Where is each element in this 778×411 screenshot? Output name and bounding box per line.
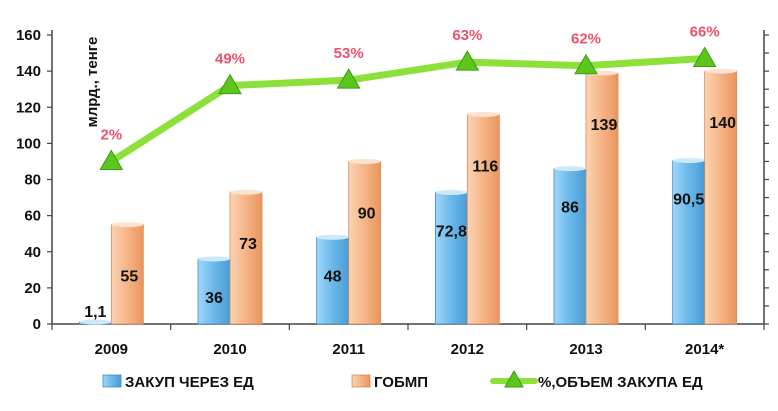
y-tick-label: 100 bbox=[16, 135, 41, 152]
bar-zakup-ed-top bbox=[79, 319, 112, 325]
y-tick-label: 140 bbox=[16, 63, 41, 80]
percent-label: 53% bbox=[334, 45, 364, 62]
bar-gobmp-top bbox=[704, 68, 737, 74]
bar-gobmp bbox=[229, 191, 263, 325]
bar-gobmp-top bbox=[111, 222, 144, 228]
value-label-zakup-ed: 86 bbox=[561, 200, 579, 217]
legend: ЗАКУП ЧЕРЕЗ ЕД ГОБМП %,ОБЪЕМ ЗАКУПА ЕД bbox=[102, 369, 703, 391]
percent-marker bbox=[218, 73, 242, 95]
x-tick-label: 2014* bbox=[685, 341, 724, 358]
bar-zakup-ed-top bbox=[554, 166, 586, 172]
bar-zakup-ed-top bbox=[435, 190, 468, 196]
bar-zakup-ed-top bbox=[198, 256, 230, 262]
value-label-gobmp: 139 bbox=[591, 117, 618, 134]
percent-label: 49% bbox=[215, 51, 245, 68]
bar-gobmp bbox=[704, 70, 738, 325]
percent-line bbox=[99, 46, 717, 170]
value-label-gobmp: 116 bbox=[472, 158, 498, 175]
percent-marker bbox=[336, 68, 361, 89]
value-label-zakup-ed: 90,5 bbox=[673, 192, 704, 209]
value-label-gobmp: 140 bbox=[709, 115, 736, 132]
x-tick-label: 2013 bbox=[569, 341, 602, 358]
legend-swatch-marker bbox=[504, 369, 524, 388]
legend-swatch-gobmp bbox=[351, 374, 371, 388]
y-tick-label: 40 bbox=[24, 244, 41, 261]
bar-gobmp bbox=[466, 114, 500, 325]
value-label-gobmp: 90 bbox=[358, 205, 376, 222]
legend-swatch-zakup-ed bbox=[102, 374, 122, 388]
bar-zakup-ed-top bbox=[316, 234, 349, 240]
x-tick-label: 2010 bbox=[213, 341, 246, 358]
value-label-zakup-ed: 36 bbox=[205, 290, 223, 307]
y-tick-label: 0 bbox=[33, 316, 41, 333]
x-tick-label: 2012 bbox=[451, 341, 484, 358]
percent-marker bbox=[692, 46, 717, 67]
y-tick-label: 60 bbox=[24, 208, 41, 225]
value-label-gobmp: 55 bbox=[120, 269, 138, 286]
legend-label-zakup-ed: ЗАКУП ЧЕРЕЗ ЕД bbox=[125, 374, 254, 391]
y-tick-label: 160 bbox=[16, 27, 41, 44]
bar-zakup-ed bbox=[434, 192, 468, 325]
y-tick-label: 120 bbox=[16, 99, 41, 116]
percent-label: 66% bbox=[690, 23, 720, 40]
y-tick-label: 20 bbox=[24, 280, 41, 297]
bar-gobmp bbox=[110, 224, 144, 325]
percent-marker bbox=[574, 53, 598, 75]
bar-zakup-ed bbox=[316, 236, 350, 325]
value-label-zakup-ed: 48 bbox=[324, 268, 342, 285]
bar-gobmp-top bbox=[348, 158, 381, 164]
percent-marker bbox=[455, 50, 480, 71]
percent-label: 2% bbox=[100, 126, 122, 143]
legend-label-gobmp: ГОБМП bbox=[374, 374, 428, 391]
bar-gobmp bbox=[585, 72, 619, 325]
bar-zakup-ed-top bbox=[672, 158, 705, 164]
axes: 0 20 40 60 80 100 120 140 160 2009 2010 2011 2012 201… bbox=[16, 27, 769, 358]
percent-label: 62% bbox=[571, 31, 601, 48]
bar-zakup-ed bbox=[672, 160, 706, 325]
y-axis-label: млрд., тенге bbox=[84, 37, 101, 128]
x-tick-label: 2009 bbox=[95, 341, 128, 358]
percent-line-path bbox=[107, 54, 709, 165]
value-label-gobmp: 73 bbox=[239, 236, 257, 253]
bar-zakup-ed bbox=[553, 168, 587, 325]
x-tick-label: 2011 bbox=[332, 341, 365, 358]
value-label-zakup-ed: 1,1 bbox=[84, 304, 106, 321]
legend-label-percent: %,ОБЪЕМ ЗАКУПА ЕД bbox=[538, 374, 703, 391]
bar-gobmp-top bbox=[467, 111, 500, 117]
bar-gobmp-top bbox=[230, 189, 262, 195]
bars bbox=[78, 68, 738, 325]
percent-label: 63% bbox=[452, 27, 482, 44]
bar-gobmp bbox=[348, 161, 382, 325]
value-label-zakup-ed: 72,8 bbox=[436, 224, 467, 241]
labels: 1,1 55 36 73 48 90 72,8 116 86 139 90,5 140 2% 49% 53%… bbox=[84, 23, 736, 321]
percent-marker bbox=[99, 149, 124, 170]
y-tick-label: 80 bbox=[24, 172, 41, 189]
